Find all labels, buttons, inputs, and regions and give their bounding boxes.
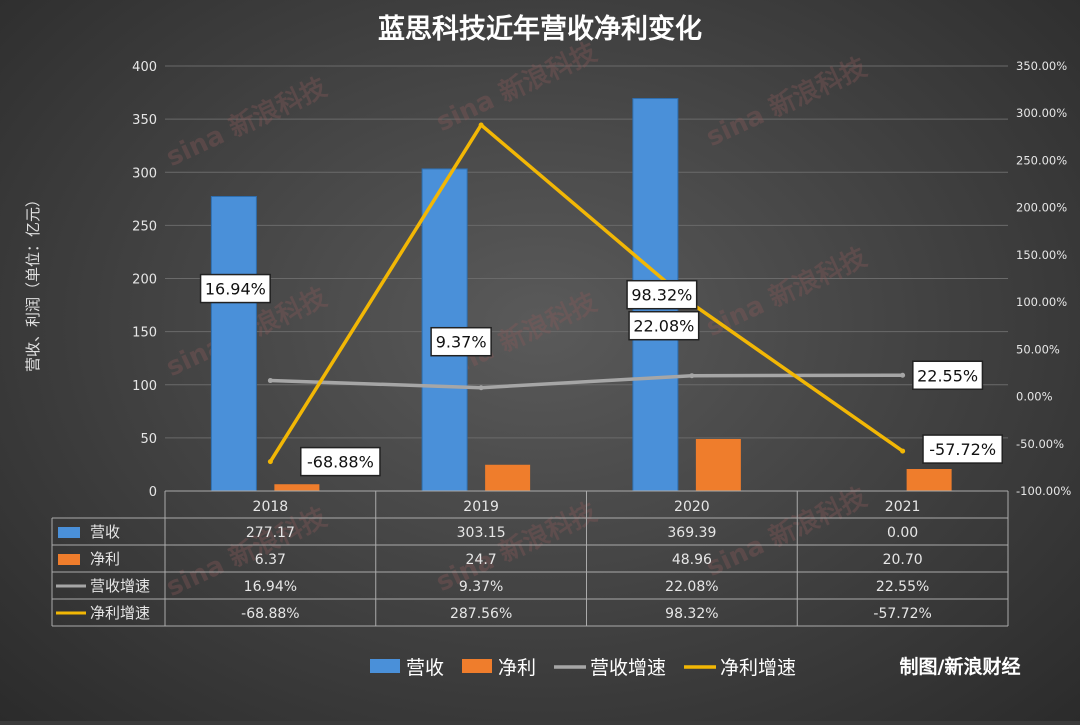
bar-净利 (485, 464, 531, 491)
table-cell: 22.55% (876, 579, 929, 595)
table-cell: 277.17 (246, 525, 295, 541)
legend-key (462, 659, 492, 673)
table-cell: 98.32% (665, 606, 718, 622)
point-净利增速 (478, 122, 484, 128)
table-cell: 9.37% (459, 579, 503, 595)
category-label: 2018 (253, 499, 289, 515)
line-净利增速 (268, 123, 904, 463)
y-tick-label: 200 (132, 273, 157, 288)
y2-tick-label: 350.00% (1016, 59, 1067, 73)
table-series-name: 净利 (90, 550, 120, 568)
y2-tick-label: 200.00% (1016, 201, 1067, 215)
y-tick-label: 300 (132, 166, 157, 181)
data-table: 2018 2019 2020 2021 营收 277.17 303.15 369.39 0.00… (51, 490, 1009, 627)
y2-tick-label: 0.00% (1016, 390, 1053, 404)
table-legend-key (58, 554, 80, 565)
watermark-text: sina 新浪科技 (701, 52, 871, 153)
chart-title: 蓝思科技近年营收净利变化 (378, 13, 702, 45)
table-cell: 0.00 (887, 525, 918, 541)
table-cell: 20.70 (883, 552, 923, 568)
y2-tick-label: -100.00% (1016, 484, 1071, 498)
data-label: -57.72% (929, 440, 996, 459)
axes: 0 50 100 150 200 250 300 350 400 -100.00% -50.00% 0… (132, 59, 1071, 500)
legend-label: 营收 (406, 657, 444, 679)
y2-tick-label: 250.00% (1016, 153, 1067, 167)
table-cell: -57.72% (873, 606, 931, 622)
table-series-name: 净利增速 (90, 604, 150, 622)
y2-tick-label: 300.00% (1016, 106, 1067, 120)
y-tick-label: 350 (132, 113, 157, 128)
table-series-name: 营收 (90, 523, 120, 541)
watermark-text: sina 新浪科技 (431, 37, 601, 138)
data-label: -68.88% (307, 453, 374, 472)
table-cell: 303.15 (457, 525, 506, 541)
table-cell: 22.08% (665, 579, 718, 595)
category-label: 2021 (885, 499, 921, 515)
point-净利增速 (267, 459, 273, 465)
data-label: 22.55% (917, 366, 978, 385)
legend-label: 营收增速 (590, 657, 666, 679)
bar-净利 (695, 438, 741, 491)
point-净利增速 (900, 448, 906, 454)
y2-tick-label: 150.00% (1016, 248, 1067, 262)
data-label: 22.08% (633, 317, 694, 336)
watermark-text: sina 新浪科技 (701, 482, 871, 583)
table-cell: -68.88% (241, 606, 299, 622)
watermark-text: sina 新浪科技 (161, 72, 331, 173)
data-label-box (199, 273, 271, 304)
bar-营收 (210, 196, 257, 492)
table-cell: 48.96 (672, 552, 712, 568)
point-营收增速 (267, 378, 273, 384)
bar-净利 (906, 469, 952, 491)
table-cell: 287.56% (450, 606, 512, 622)
watermark-text: sina 新浪科技 (431, 497, 601, 598)
table-series-name: 营收增速 (90, 577, 150, 595)
data-label: 98.32% (631, 286, 692, 305)
legend-label: 净利增速 (720, 657, 796, 679)
point-营收增速 (689, 373, 695, 379)
point-营收增速 (478, 385, 484, 391)
y-axis-label: 营收、利润（单位：亿元） (24, 192, 42, 372)
data-label-box (912, 360, 984, 391)
data-label: 16.94% (205, 280, 266, 299)
category-label: 2020 (674, 499, 710, 515)
category-label: 2019 (463, 499, 499, 515)
legend-key (370, 659, 400, 673)
data-label-box (922, 434, 1003, 464)
legend: 营收 净利 营收增速 净利增速 (370, 657, 796, 679)
y-tick-label: 400 (132, 60, 157, 75)
table-cell: 6.37 (255, 552, 286, 568)
data-label-box (628, 310, 700, 341)
y2-tick-label: -50.00% (1016, 437, 1064, 451)
y2-tick-label: 50.00% (1016, 342, 1060, 356)
y-tick-label: 250 (132, 219, 157, 234)
y-tick-label: 50 (140, 432, 157, 447)
data-label-box (300, 446, 381, 477)
data-label: 9.37% (436, 333, 487, 352)
data-label-box (626, 279, 698, 310)
bar-净利 (274, 484, 320, 491)
table-cell: 369.39 (667, 525, 716, 541)
legend-label: 净利 (498, 657, 536, 679)
table-cell: 24.7 (466, 552, 497, 568)
y-tick-label: 0 (149, 485, 157, 500)
credit-text: 制图/新浪财经 (900, 655, 1021, 678)
table-cell: 16.94% (244, 579, 297, 595)
y-tick-label: 100 (132, 379, 157, 394)
y2-tick-label: 100.00% (1016, 295, 1067, 309)
table-legend-key (58, 527, 80, 538)
data-label-box (430, 326, 492, 357)
point-营收增速 (900, 372, 906, 378)
grid-lines (165, 65, 1008, 492)
data-label-layer: 16.94%9.37%22.08%22.55%-68.88%287.56%98.… (199, 273, 1003, 477)
y-tick-label: 150 (132, 326, 157, 341)
